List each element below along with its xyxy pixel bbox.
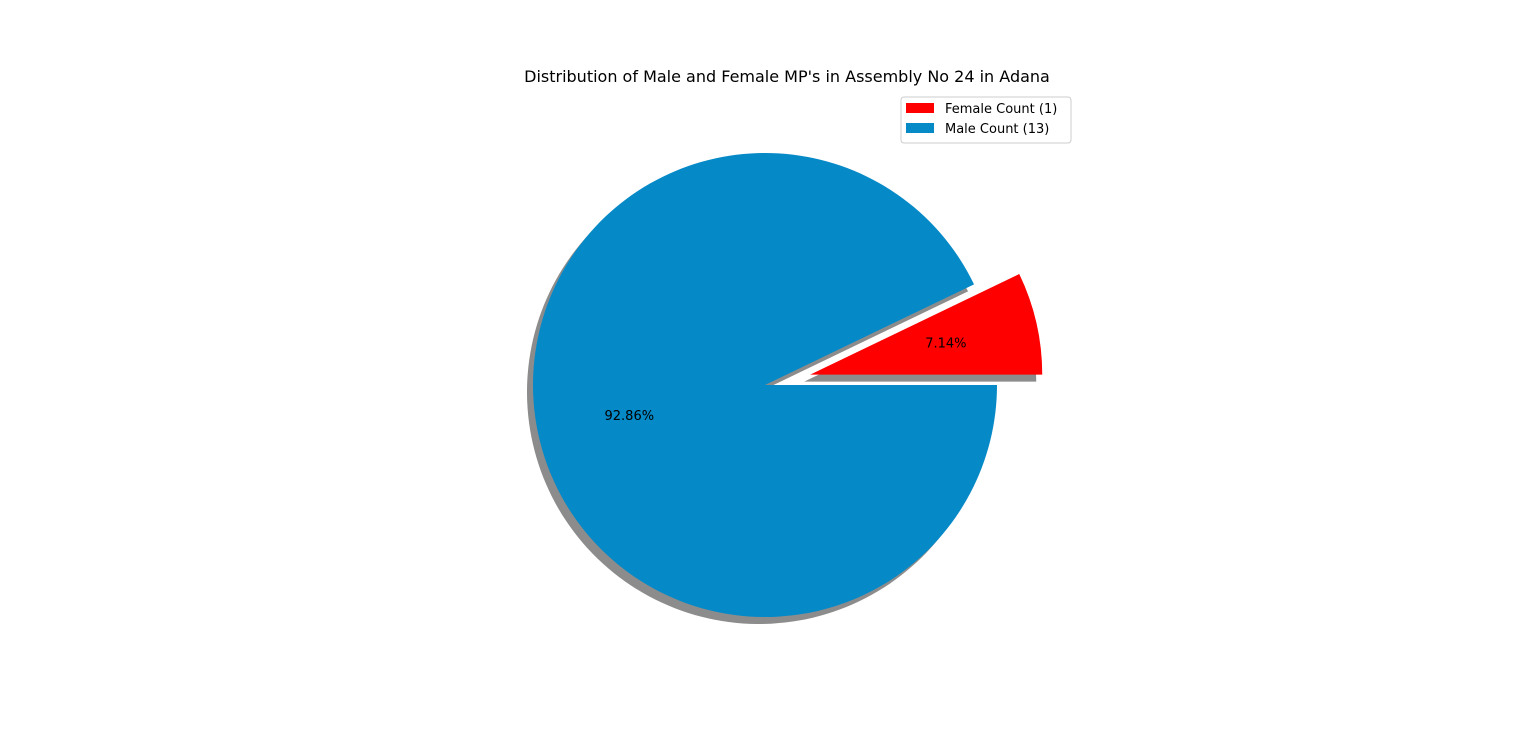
- pie-slice-female-count-1: [810, 274, 1043, 375]
- legend-swatch-female-count-1: [906, 103, 934, 113]
- legend-frame: [900, 96, 1072, 144]
- slice-percent-label-male-count-13: 92.86%: [605, 409, 655, 424]
- chart-legend: Female Count (1) Male Count (13): [900, 96, 1072, 144]
- slice-percent-label-female-count-1: 7.14%: [925, 337, 966, 352]
- legend-label-female-count-1: Female Count (1): [945, 102, 1057, 117]
- pie-slice-layer: [533, 153, 1043, 618]
- pie-slice-male-count-13: [533, 153, 997, 618]
- chart-title: Distribution of Male and Female MP's in …: [524, 67, 1050, 86]
- legend-entries: Female Count (1) Male Count (13): [906, 102, 1057, 137]
- legend-label-male-count-13: Male Count (13): [945, 122, 1049, 137]
- legend-swatch-male-count-13: [906, 123, 934, 133]
- pie-label-layer: 7.14% 92.86%: [605, 337, 967, 424]
